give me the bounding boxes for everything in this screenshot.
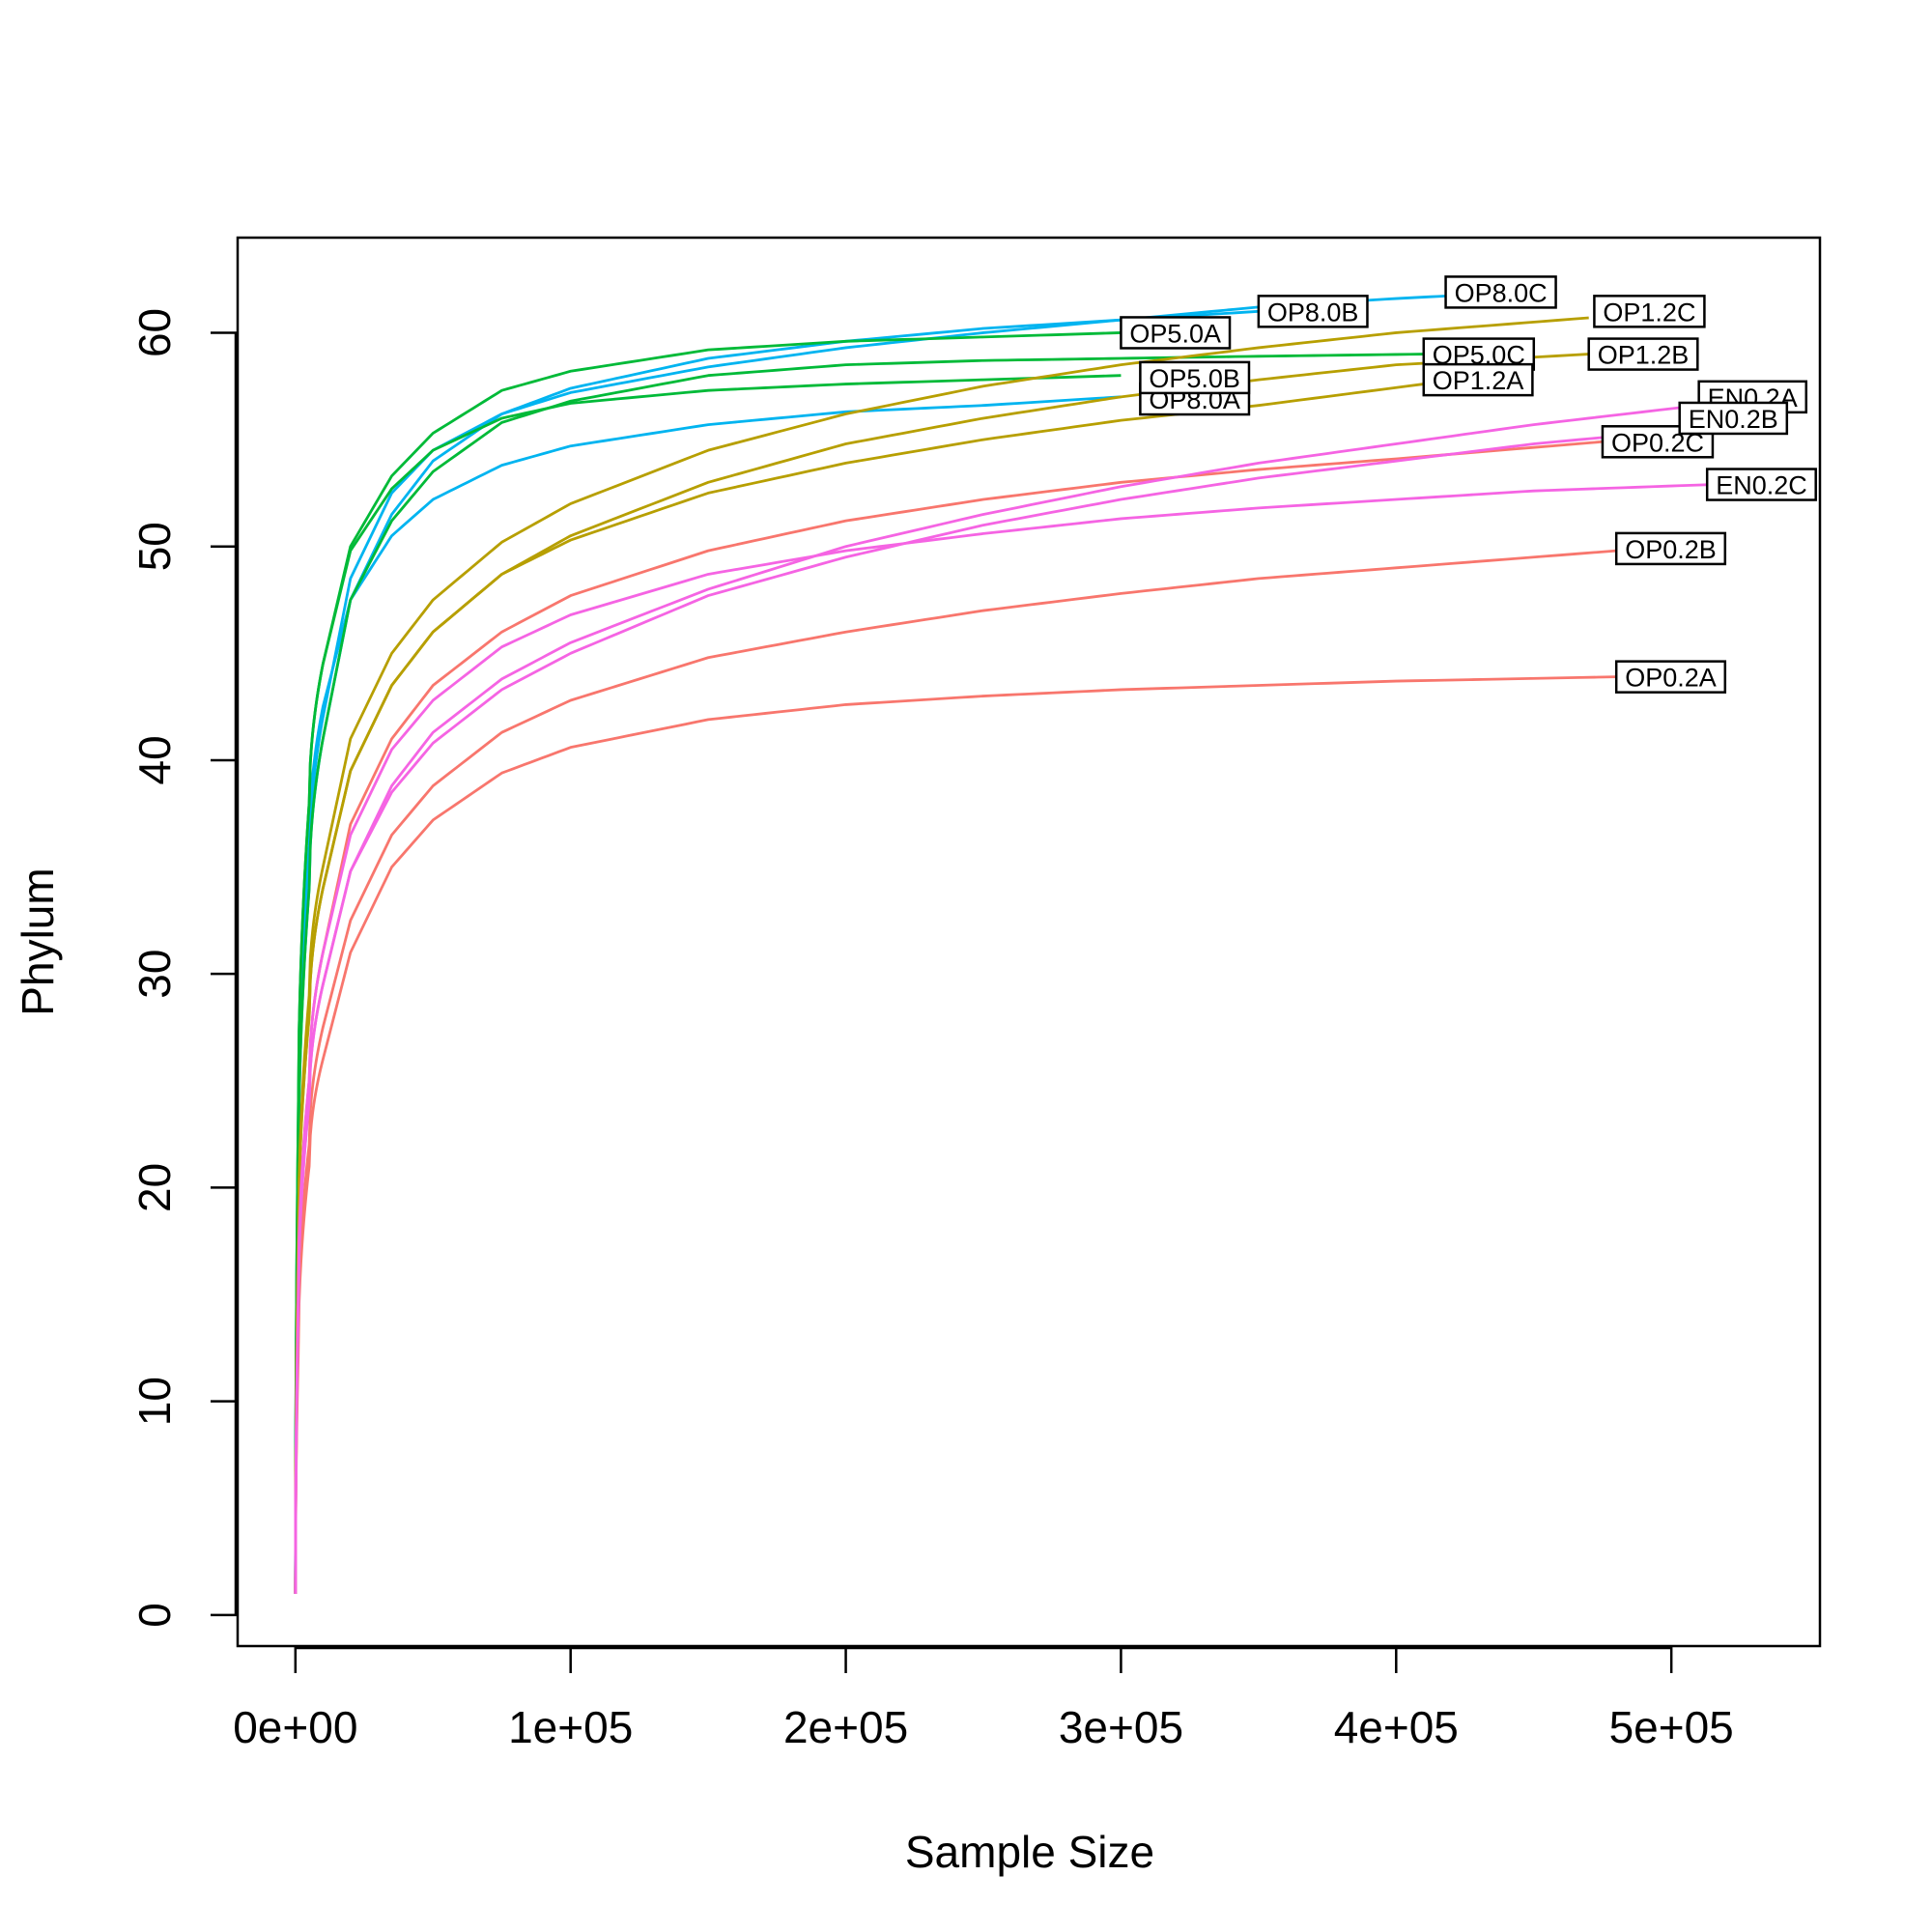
curve-label-OP8.0C: OP8.0C [1444, 275, 1557, 309]
curve-label-box [1601, 425, 1715, 459]
y-tick-label: 30 [129, 950, 180, 999]
curve-label-box [1444, 275, 1557, 309]
curve-label-text: OP0.2B [1625, 535, 1717, 564]
plot-frame [236, 236, 1822, 1648]
curve-label-text: EN0.2B [1689, 405, 1778, 434]
curve-EN0.2A [294, 404, 1699, 1594]
curve-OP0.2A [294, 675, 1617, 1594]
curve-label-text: OP1.2C [1603, 298, 1695, 327]
curve-label-text: OP0.2A [1625, 664, 1717, 693]
curve-label-OP5.0A: OP5.0A [1120, 316, 1232, 350]
curve-label-box [1705, 468, 1817, 501]
x-tick-label: 1e+05 [508, 1702, 633, 1752]
curve-label-box [1422, 362, 1534, 397]
curve-label-OP1.2C: OP1.2C [1593, 295, 1706, 328]
curve-OP0.2B [294, 549, 1617, 1594]
curve-label-box [1678, 401, 1789, 436]
curve-label-OP1.2A: OP1.2A [1422, 362, 1534, 397]
y-axis: 0 10 20 30 40 50 60 [129, 308, 238, 1628]
curve-label-box [1614, 531, 1727, 566]
y-tick-label: 20 [129, 1163, 180, 1212]
curve-label-OP0.2B: OP0.2B [1614, 531, 1727, 566]
x-tick-label: 4e+05 [1334, 1702, 1459, 1752]
curve-label-OP1.2B: OP1.2B [1587, 337, 1699, 371]
y-tick-label: 0 [129, 1603, 180, 1628]
curve-label-box [1614, 660, 1727, 694]
curve-EN0.2C [294, 483, 1713, 1594]
curve-EN0.2B [294, 429, 1672, 1594]
x-axis-title: Sample Size [905, 1827, 1154, 1877]
curve-label-box [1587, 337, 1699, 371]
x-tick-label: 2e+05 [783, 1702, 908, 1752]
curve-OP8.0B [294, 309, 1259, 1594]
x-axis: 0e+00 1e+05 2e+05 3e+05 4e+05 5e+05 [233, 1646, 1734, 1752]
curve-label-text: OP8.0B [1267, 298, 1359, 327]
curves [294, 293, 1713, 1594]
curve-label-text: OP1.2A [1433, 366, 1524, 395]
curve-OP5.0C [294, 353, 1424, 1594]
y-tick-label: 10 [129, 1377, 180, 1426]
curve-label-text: EN0.2C [1716, 471, 1807, 500]
curve-label-OP0.2A: OP0.2A [1614, 660, 1727, 694]
curve-label-EN0.2C: EN0.2C [1705, 468, 1817, 501]
curve-label-OP8.0B: OP8.0B [1257, 295, 1369, 328]
curve-label-text: OP1.2B [1598, 341, 1690, 370]
y-tick-label: 50 [129, 522, 180, 571]
curve-OP0.2C [294, 440, 1604, 1594]
curve-OP1.2C [294, 316, 1589, 1594]
curve-label-EN0.2B: EN0.2B [1678, 401, 1789, 436]
y-axis-title: Phylum [13, 867, 63, 1015]
curve-label-text: OP5.0B [1149, 364, 1240, 393]
curve-label-box [1139, 360, 1251, 395]
curve-label-text: OP5.0A [1129, 319, 1221, 348]
curve-label-box [1593, 295, 1706, 328]
curve-OP8.0C [294, 293, 1479, 1594]
x-tick-label: 3e+05 [1059, 1702, 1183, 1752]
curve-label-box [1257, 295, 1369, 328]
y-tick-label: 60 [129, 308, 180, 357]
curve-OP8.0A [294, 395, 1122, 1594]
y-tick-label: 40 [129, 735, 180, 784]
curve-label-text: OP8.0C [1455, 278, 1548, 307]
x-tick-label: 5e+05 [1609, 1702, 1734, 1752]
curve-OP5.0B [294, 374, 1122, 1594]
curve-labels: OP8.0COP8.0BOP8.0AOP5.0AOP5.0BOP5.0COP1.… [1120, 275, 1817, 694]
curve-label-box [1120, 316, 1232, 350]
curve-label-OP5.0B: OP5.0B [1139, 360, 1251, 395]
curve-OP1.2A [294, 383, 1424, 1594]
x-tick-label: 0e+00 [233, 1702, 357, 1752]
